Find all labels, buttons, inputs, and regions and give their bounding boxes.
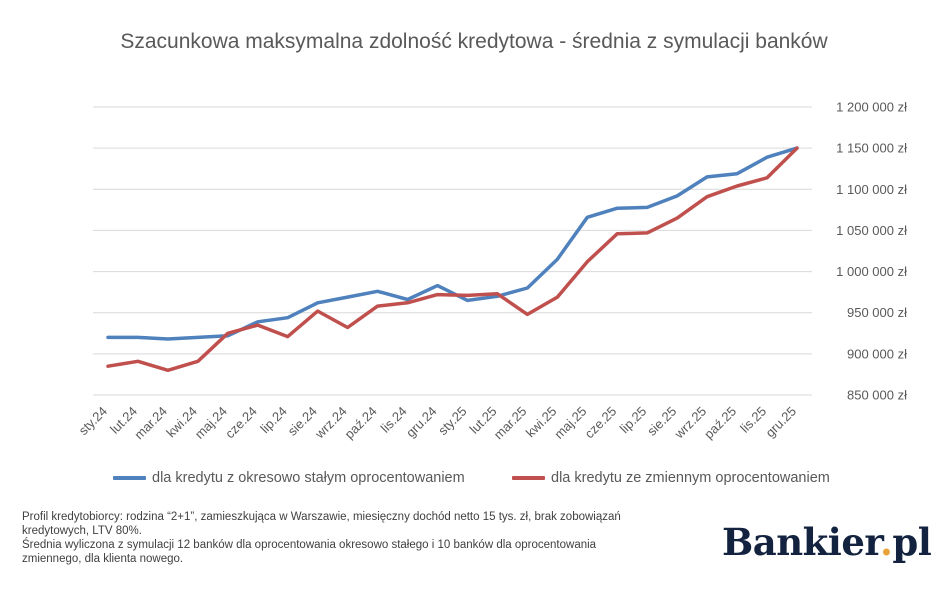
chart-title: Szacunkowa maksymalna zdolność kredytowa…: [120, 30, 828, 53]
legend-item-variable-rate: dla kredytu ze zmiennym oprocentowaniem: [512, 470, 830, 486]
x-tick-label: lip.24: [257, 404, 290, 437]
series-line-variable-rate: [106, 146, 799, 373]
x-tick-label: wrz.25: [671, 404, 709, 442]
bankier-logo: Bankier.pl: [722, 520, 932, 564]
x-tick-label: mar.24: [131, 404, 170, 443]
x-tick-label: mar.25: [491, 404, 530, 443]
legend-label-variable-rate: dla kredytu ze zmiennym oprocentowaniem: [551, 470, 830, 486]
series-line-fixed-rate: [106, 146, 799, 341]
x-tick-label: sty.25: [435, 404, 469, 438]
chart-legend: dla kredytu z okresowo stałym oprocentow…: [0, 470, 948, 490]
logo-suffix: pl: [892, 520, 932, 564]
x-tick-label: cze.24: [222, 404, 260, 442]
x-tick-label: sty.24: [76, 404, 110, 438]
y-tick-label: 1 100 000 zł: [836, 182, 907, 197]
footnote: Profil kredytobiorcy: rodzina “2+1”, zam…: [22, 510, 622, 566]
x-tick-label: maj.25: [551, 404, 589, 442]
y-tick-label: 1 150 000 zł: [836, 141, 907, 156]
y-tick-label: 900 000 zł: [847, 346, 907, 361]
x-tick-label: cze.25: [582, 404, 620, 442]
x-tick-label: wrz.24: [311, 404, 349, 442]
legend-swatch-variable-rate: [512, 476, 545, 480]
x-tick-label: maj.24: [192, 404, 230, 442]
x-tick-label: lip.25: [617, 404, 650, 437]
y-tick-label: 850 000 zł: [847, 388, 907, 403]
legend-swatch-fixed-rate: [113, 476, 146, 480]
y-tick-label: 1 050 000 zł: [836, 223, 907, 238]
logo-main: Bankier: [722, 520, 880, 564]
logo-dot: .: [879, 520, 893, 564]
footnote-method: Średnia wyliczona z symulacji 12 banków …: [22, 539, 597, 565]
y-tick-label: 950 000 zł: [847, 305, 907, 320]
footnote-profile: Profil kredytobiorcy: rodzina “2+1”, zam…: [22, 511, 621, 537]
legend-item-fixed-rate: dla kredytu z okresowo stałym oprocentow…: [113, 470, 465, 486]
x-tick-label: paź.24: [342, 404, 380, 442]
y-tick-label: 1 200 000 zł: [836, 100, 907, 115]
x-tick-label: gru.25: [762, 404, 799, 441]
x-tick-label: paź.25: [701, 404, 739, 442]
y-tick-label: 1 000 000 zł: [836, 264, 907, 279]
x-tick-label: gru.24: [403, 404, 440, 441]
legend-label-fixed-rate: dla kredytu z okresowo stałym oprocentow…: [152, 470, 465, 486]
